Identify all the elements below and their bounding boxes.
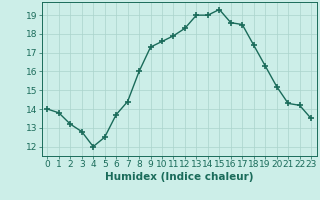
X-axis label: Humidex (Indice chaleur): Humidex (Indice chaleur) <box>105 172 253 182</box>
